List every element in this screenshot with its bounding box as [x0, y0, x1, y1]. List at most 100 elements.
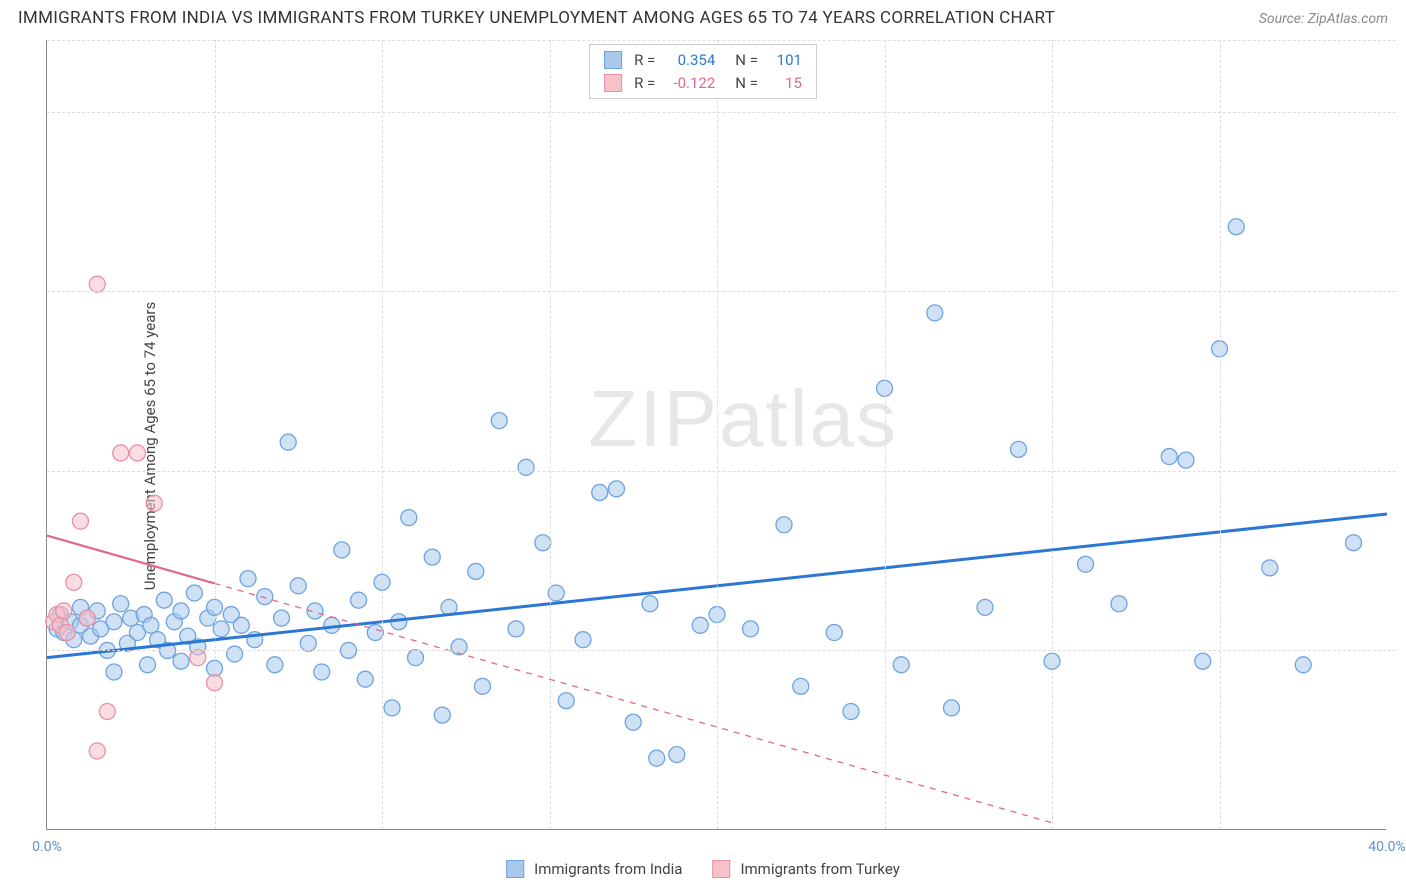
gridline-vertical — [717, 40, 718, 829]
gridline-vertical — [885, 40, 886, 829]
data-point — [66, 574, 82, 590]
data-point — [692, 617, 708, 633]
data-point — [274, 610, 290, 626]
x-tick-label: 0.0% — [32, 839, 62, 855]
data-point — [649, 750, 665, 766]
data-point — [367, 625, 383, 641]
data-point — [290, 578, 306, 594]
data-point — [357, 671, 373, 687]
data-point — [1161, 449, 1177, 465]
data-point — [826, 625, 842, 641]
data-point — [351, 592, 367, 608]
data-point — [1295, 657, 1311, 673]
data-point — [575, 632, 591, 648]
data-point — [79, 610, 95, 626]
gridline-horizontal — [47, 291, 1396, 292]
legend-item: Immigrants from Turkey — [712, 860, 899, 878]
page-title: IMMIGRANTS FROM INDIA VS IMMIGRANTS FROM… — [18, 8, 1055, 28]
data-point — [642, 596, 658, 612]
data-point — [106, 664, 122, 680]
correlation-stats-box: R =0.354N =101R =-0.122N =15 — [589, 44, 817, 99]
data-point — [408, 650, 424, 666]
data-point — [625, 714, 641, 730]
data-point — [927, 305, 943, 321]
series-swatch — [604, 74, 622, 92]
data-point — [1195, 653, 1211, 669]
stat-n-value: 101 — [768, 49, 802, 72]
data-point — [267, 657, 283, 673]
data-point — [146, 495, 162, 511]
scatter-plot: ZIPatlas 5.0%10.0%15.0%20.0%0.0%40.0% — [46, 40, 1386, 830]
stat-n-label: N = — [735, 72, 758, 95]
data-point — [233, 617, 249, 633]
data-point — [240, 571, 256, 587]
gridline-vertical — [1220, 40, 1221, 829]
data-point — [89, 276, 105, 292]
data-point — [1178, 452, 1194, 468]
data-point — [424, 549, 440, 565]
data-point — [669, 747, 685, 763]
data-point — [227, 646, 243, 662]
data-point — [1346, 535, 1362, 551]
data-point — [1011, 441, 1027, 457]
data-point — [609, 481, 625, 497]
data-point — [140, 657, 156, 673]
stat-r-value: -0.122 — [665, 72, 715, 95]
series-swatch — [604, 51, 622, 69]
y-tick-label: 20.0% — [1393, 104, 1406, 120]
data-point — [508, 621, 524, 637]
data-point — [743, 621, 759, 637]
data-point — [451, 639, 467, 655]
stat-n-value: 15 — [768, 72, 802, 95]
data-point — [468, 563, 484, 579]
data-point — [314, 664, 330, 680]
legend-item: Immigrants from India — [506, 860, 682, 878]
data-point — [1078, 556, 1094, 572]
regression-line-extrapolated — [215, 583, 1053, 822]
data-point — [186, 585, 202, 601]
data-point — [776, 517, 792, 533]
gridline-horizontal — [47, 650, 1396, 651]
stat-r-value: 0.354 — [665, 49, 715, 72]
legend-label: Immigrants from Turkey — [740, 860, 899, 878]
data-point — [1228, 219, 1244, 235]
data-point — [518, 459, 534, 475]
gridline-horizontal — [47, 40, 1396, 41]
data-point — [300, 635, 316, 651]
data-point — [977, 599, 993, 615]
data-point — [173, 603, 189, 619]
gridline-horizontal — [47, 471, 1396, 472]
y-tick-label: 10.0% — [1393, 463, 1406, 479]
bottom-legend: Immigrants from India Immigrants from Tur… — [506, 860, 900, 878]
data-point — [106, 614, 122, 630]
gridline-horizontal — [47, 112, 1396, 113]
gridline-vertical — [1052, 40, 1053, 829]
stats-row: R =0.354N =101 — [604, 49, 802, 72]
data-point — [548, 585, 564, 601]
gridline-vertical — [382, 40, 383, 829]
data-point — [558, 693, 574, 709]
data-point — [143, 617, 159, 633]
gridline-vertical — [550, 40, 551, 829]
data-point — [213, 621, 229, 637]
data-point — [401, 510, 417, 526]
data-point — [592, 484, 608, 500]
data-point — [89, 743, 105, 759]
data-point — [334, 542, 350, 558]
data-point — [173, 653, 189, 669]
series-swatch — [506, 860, 524, 878]
data-point — [893, 657, 909, 673]
data-point — [257, 589, 273, 605]
data-point — [56, 603, 72, 619]
gridline-vertical — [215, 40, 216, 829]
data-point — [793, 678, 809, 694]
data-point — [535, 535, 551, 551]
legend-label: Immigrants from India — [534, 860, 682, 878]
data-point — [434, 707, 450, 723]
data-point — [280, 434, 296, 450]
series-swatch — [712, 860, 730, 878]
data-point — [190, 650, 206, 666]
data-point — [1262, 560, 1278, 576]
stats-row: R =-0.122N =15 — [604, 72, 802, 95]
stat-n-label: N = — [735, 49, 758, 72]
